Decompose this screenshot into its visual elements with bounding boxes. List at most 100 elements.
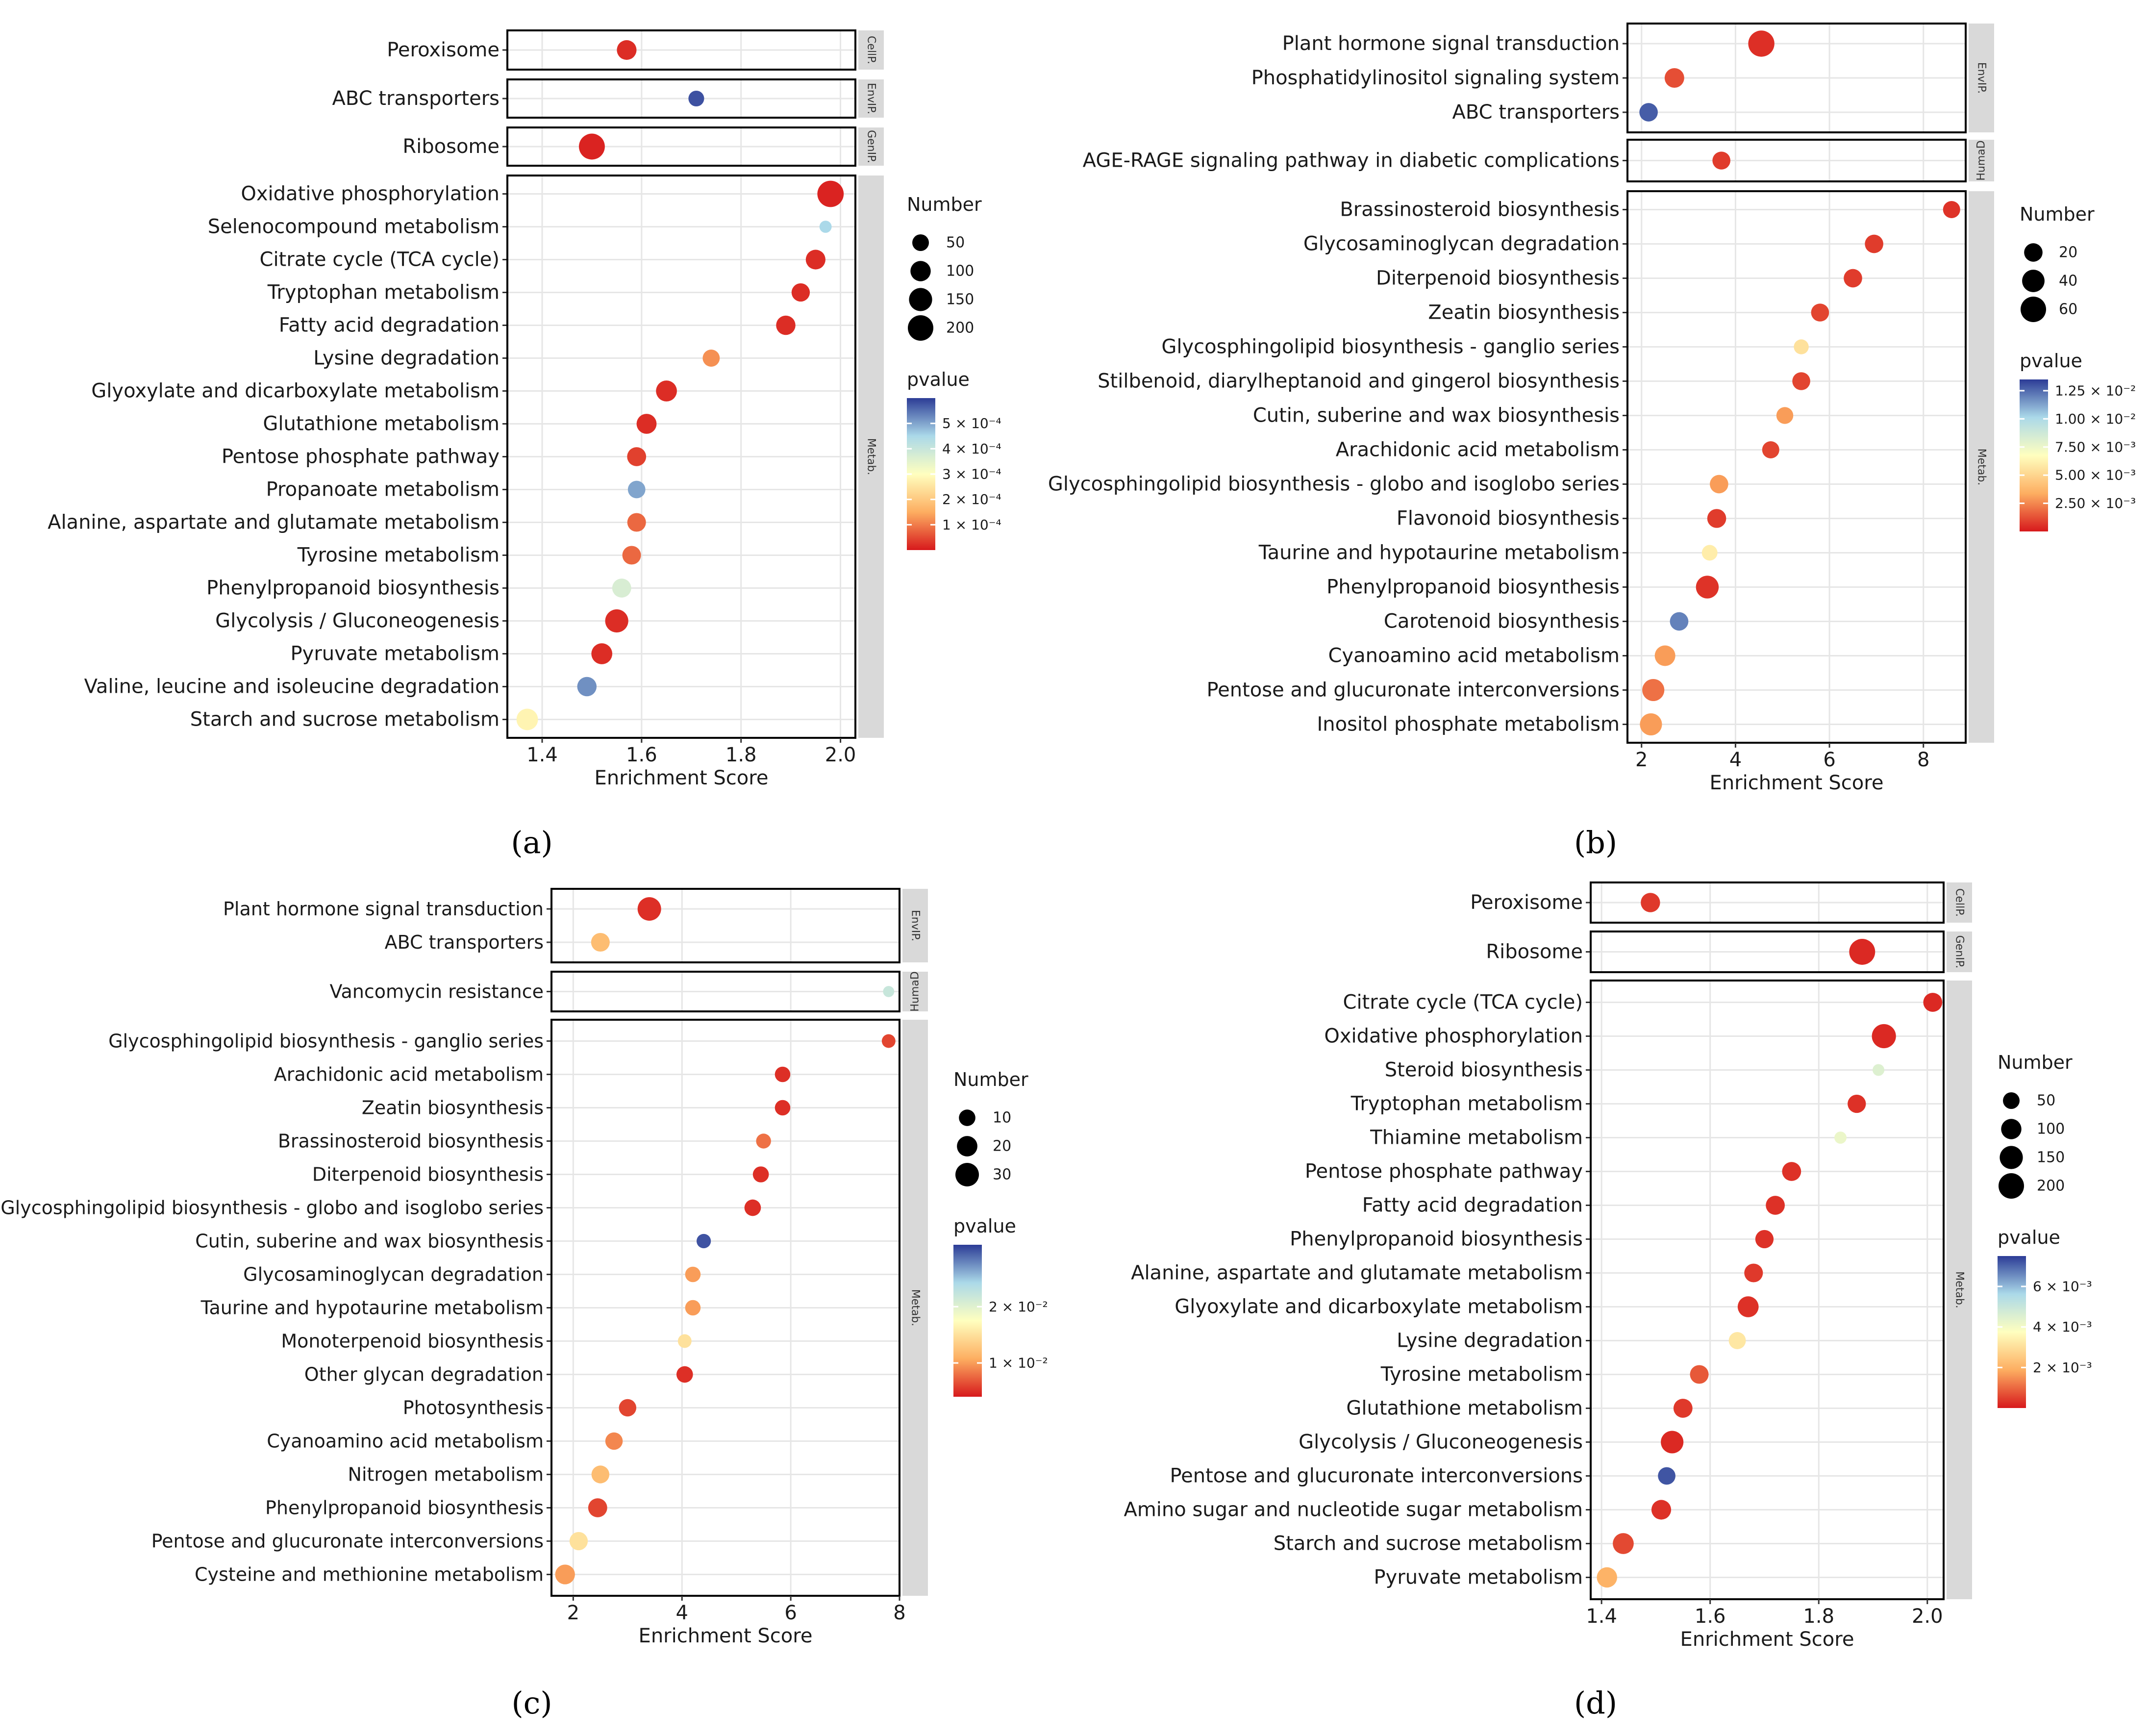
facet-border <box>550 971 900 1012</box>
facet-strip <box>858 30 884 70</box>
term-label: Brassinosteroid biosynthesis <box>1340 199 1620 221</box>
term-label: Oxidative phosphorylation <box>241 183 500 205</box>
size-legend-key <box>909 288 932 311</box>
term-label: Lysine degradation <box>313 347 500 370</box>
size-legend-key <box>1999 1173 2024 1199</box>
bubble-pentose-and-glucuronate-interconversions <box>569 1532 588 1551</box>
color-legend-label: 1 × 10⁻⁴ <box>942 517 1001 533</box>
bubble-zeatin-biosynthesis <box>1811 303 1829 322</box>
facet-strip-label: Metab. <box>865 438 877 476</box>
bubble-glycosphingolipid-biosynthesis-ganglio-series <box>881 1034 896 1048</box>
bubble-taurine-and-hypotaurine-metabolism <box>685 1300 701 1316</box>
term-label: Cutin, suberine and wax biosynthesis <box>1253 404 1620 427</box>
term-label: Arachidonic acid metabolism <box>274 1064 544 1085</box>
term-label: Taurine and hypotaurine metabolism <box>1258 542 1620 564</box>
facet-strip <box>858 176 884 738</box>
bubble-glyoxylate-and-dicarboxylate-metabolism <box>656 380 677 402</box>
facet-strip-label: Metab. <box>1975 449 1988 486</box>
x-tick-label: 1.6 <box>626 744 657 766</box>
bubble-glycosphingolipid-biosynthesis-ganglio-series <box>1794 339 1809 354</box>
facet-strip <box>1969 191 1994 743</box>
bubble-glutathione-metabolism <box>1673 1399 1693 1418</box>
term-label: Thiamine metabolism <box>1370 1127 1583 1149</box>
color-legend: pvalue 2 × 10⁻³ 4 × 10⁻³ 6 × 10⁻³ <box>1998 1227 2092 1408</box>
facet-border <box>506 175 856 739</box>
bubble-cutin-suberine-and-wax-biosynthesis <box>697 1233 711 1249</box>
facet-plot-area <box>1627 191 1966 743</box>
color-legend-bar <box>2020 379 2048 531</box>
size-legend: Number 10 20 30 <box>953 1069 1028 1186</box>
color-legend-label: 1 × 10⁻² <box>989 1355 1048 1371</box>
term-label: Cysteine and methionine metabolism <box>195 1564 544 1585</box>
facet-border <box>550 888 900 963</box>
bubble-amino-sugar-and-nucleotide-sugar-metabolism <box>1651 1500 1672 1520</box>
bubble-glutathione-metabolism <box>636 414 657 434</box>
bubble-starch-and-sucrose-metabolism <box>1613 1533 1634 1554</box>
term-label: Glycosphingolipid biosynthesis - globo a… <box>1048 473 1620 496</box>
color-legend-label: 3 × 10⁻⁴ <box>942 466 1001 482</box>
term-label: Pentose and glucuronate interconversions <box>1206 679 1620 702</box>
color-legend-label: 4 × 10⁻³ <box>2033 1319 2092 1335</box>
color-legend-label: 2.50 × 10⁻³ <box>2055 495 2136 511</box>
facet-border <box>506 29 856 71</box>
bubble-tryptophan-metabolism <box>1848 1094 1866 1113</box>
bubble-alanine-aspartate-and-glutamate-metabolism <box>627 513 646 532</box>
facet-border <box>1590 931 1945 973</box>
bubble-zeatin-biosynthesis <box>775 1100 791 1116</box>
color-legend-label: 1.00 × 10⁻² <box>2055 411 2136 427</box>
facet-genip: Ribosome GenIP. <box>402 126 884 167</box>
panel-caption: (b) <box>1574 825 1617 860</box>
facet-border <box>1590 980 1945 1600</box>
facet-strip-label: Metab. <box>909 1289 922 1327</box>
bubble-citrate-cycle-tca-cycle <box>805 250 825 270</box>
bubble-stilbenoid-diarylheptanoid-and-gingerol-biosynthesis <box>1792 372 1810 390</box>
bubble-fatty-acid-degradation <box>1766 1196 1785 1215</box>
panel-c: Plant hormone signal transduction ABC tra… <box>0 888 1048 1721</box>
facet-humad: AGE-RAGE signaling pathway in diabetic c… <box>1083 139 1994 182</box>
x-axis-title: Enrichment Score <box>595 767 769 789</box>
term-label: Pentose phosphate pathway <box>1305 1160 1583 1183</box>
bubble-glyoxylate-and-dicarboxylate-metabolism <box>1737 1296 1759 1317</box>
term-label: Phenylpropanoid biosynthesis <box>1326 576 1620 599</box>
term-label: Citrate cycle (TCA cycle) <box>1343 991 1583 1014</box>
term-label: Tryptophan metabolism <box>267 281 500 304</box>
panel-caption: (d) <box>1574 1685 1617 1721</box>
term-label: Pentose and glucuronate interconversions <box>1170 1465 1583 1487</box>
color-legend-label: 2 × 10⁻² <box>989 1299 1048 1315</box>
size-legend-label: 10 <box>993 1109 1011 1127</box>
term-label: Cutin, suberine and wax biosynthesis <box>195 1231 544 1252</box>
bubble-tryptophan-metabolism <box>791 283 810 302</box>
color-legend-label: 6 × 10⁻³ <box>2033 1279 2092 1295</box>
term-label: Plant hormone signal transduction <box>223 898 544 920</box>
bubble-tyrosine-metabolism <box>1690 1365 1709 1384</box>
bubble-brassinosteroid-biosynthesis <box>1943 201 1960 218</box>
x-tick-label: 2 <box>1635 749 1648 771</box>
bubble-glycolysis-gluconeogenesis <box>605 609 628 633</box>
bubble-alanine-aspartate-and-glutamate-metabolism <box>1744 1263 1763 1283</box>
size-legend-label: 30 <box>993 1166 1011 1183</box>
x-tick-label: 1.8 <box>725 744 757 766</box>
term-label: Zeatin biosynthesis <box>362 1097 544 1119</box>
facet-border <box>1626 23 1967 133</box>
term-label: Vancomycin resistance <box>329 981 544 1003</box>
facet-strip <box>1947 931 1972 972</box>
size-legend-title: Number <box>907 194 982 215</box>
size-legend-label: 100 <box>2037 1121 2065 1138</box>
bubble-pentose-and-glucuronate-interconversions <box>1658 1467 1675 1485</box>
term-label: Starch and sucrose metabolism <box>190 708 500 731</box>
bubble-phenylpropanoid-biosynthesis <box>588 1498 607 1517</box>
bubble-fatty-acid-degradation <box>776 315 796 335</box>
term-label: Starch and sucrose metabolism <box>1274 1533 1583 1555</box>
term-label: Cyanoamino acid metabolism <box>1328 645 1620 667</box>
x-axis: 2 4 6 8 Enrichment Score <box>567 1596 906 1647</box>
bubble-vancomycin-resistance <box>883 986 895 997</box>
term-label: Nitrogen metabolism <box>348 1464 544 1485</box>
bubble-selenocompound-metabolism <box>819 221 832 233</box>
size-legend-title: Number <box>1998 1052 2073 1073</box>
size-legend-title: Number <box>2020 203 2095 225</box>
facet-envip: Plant hormone signal transduction ABC tra… <box>223 888 928 963</box>
term-label: Tyrosine metabolism <box>297 544 500 567</box>
term-label: Citrate cycle (TCA cycle) <box>260 249 500 271</box>
bubble-taurine-and-hypotaurine-metabolism <box>1701 545 1718 561</box>
